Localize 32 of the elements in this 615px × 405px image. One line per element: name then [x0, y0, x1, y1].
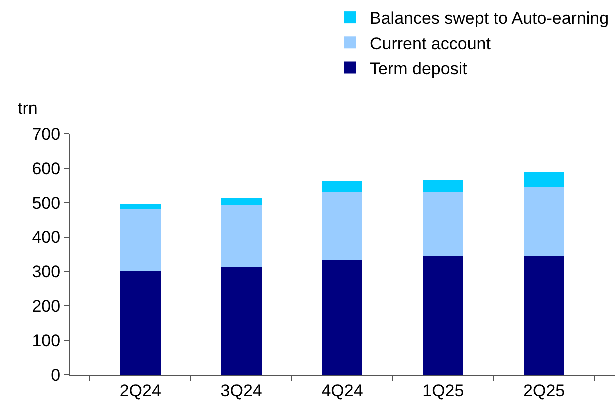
- bar: [423, 180, 464, 192]
- bar: [120, 204, 161, 210]
- bar: [221, 198, 262, 205]
- y-tick-label: 100: [32, 332, 61, 351]
- bar: [524, 256, 565, 375]
- y-tick-label: 300: [32, 262, 61, 282]
- legend-label: Balances swept to Auto-earning: [370, 9, 610, 28]
- bar: [524, 188, 565, 256]
- x-tick-label: 1Q25: [422, 381, 464, 400]
- bar: [322, 192, 363, 260]
- y-tick-label: 0: [51, 366, 61, 385]
- y-tick-label: 600: [32, 159, 61, 178]
- y-tick-label: 500: [32, 194, 61, 213]
- x-tick-label: 3Q24: [220, 381, 262, 400]
- x-tick-label: 4Q24: [322, 381, 364, 400]
- y-axis-title: trn: [18, 99, 38, 118]
- legend-label: Term deposit: [370, 59, 468, 78]
- bar: [322, 260, 363, 375]
- legend-label: Current account: [370, 34, 492, 54]
- bar: [221, 267, 262, 375]
- bar: [120, 209, 161, 272]
- x-tick-label: 2Q24: [120, 381, 162, 400]
- bar: [221, 204, 262, 268]
- y-tick-label: 700: [32, 124, 61, 144]
- bar: [322, 181, 363, 192]
- bar: [120, 271, 161, 375]
- bar: [524, 172, 565, 188]
- x-tick-label: 2Q25: [524, 381, 566, 400]
- bar: [423, 256, 464, 375]
- y-tick-label: 200: [32, 297, 61, 316]
- y-tick-label: 400: [32, 228, 61, 248]
- bar: [423, 192, 464, 256]
